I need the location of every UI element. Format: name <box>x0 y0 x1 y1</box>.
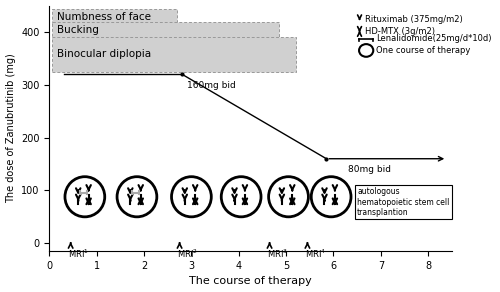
Text: MRI$^{3}$: MRI$^{3}$ <box>266 247 287 260</box>
Text: Bucking: Bucking <box>58 25 100 35</box>
Text: 160mg bid: 160mg bid <box>186 81 236 90</box>
Text: Numbness of face: Numbness of face <box>58 12 152 22</box>
Bar <box>52 37 296 72</box>
Text: 80mg bid: 80mg bid <box>348 165 391 174</box>
Text: MRI$^{2}$: MRI$^{2}$ <box>176 247 198 260</box>
Text: Binocular diplopia: Binocular diplopia <box>58 49 152 59</box>
Text: autologous
hematopoietic stem cell
transplantion: autologous hematopoietic stem cell trans… <box>357 187 450 217</box>
Text: MRI$^{1}$: MRI$^{1}$ <box>68 247 88 260</box>
Y-axis label: The dose of Zanubrutinib (mg): The dose of Zanubrutinib (mg) <box>6 53 16 203</box>
Text: Rituximab (375mg/m2): Rituximab (375mg/m2) <box>365 15 463 24</box>
Text: HD-MTX (3g/m2): HD-MTX (3g/m2) <box>365 27 435 36</box>
Bar <box>52 9 177 24</box>
Bar <box>52 22 279 38</box>
Text: One course of therapy: One course of therapy <box>376 46 470 55</box>
Text: Lenalidomide(25mg/d*10d): Lenalidomide(25mg/d*10d) <box>376 34 492 43</box>
Text: MRI$^{4}$: MRI$^{4}$ <box>304 247 326 260</box>
X-axis label: The course of therapy: The course of therapy <box>189 277 312 286</box>
